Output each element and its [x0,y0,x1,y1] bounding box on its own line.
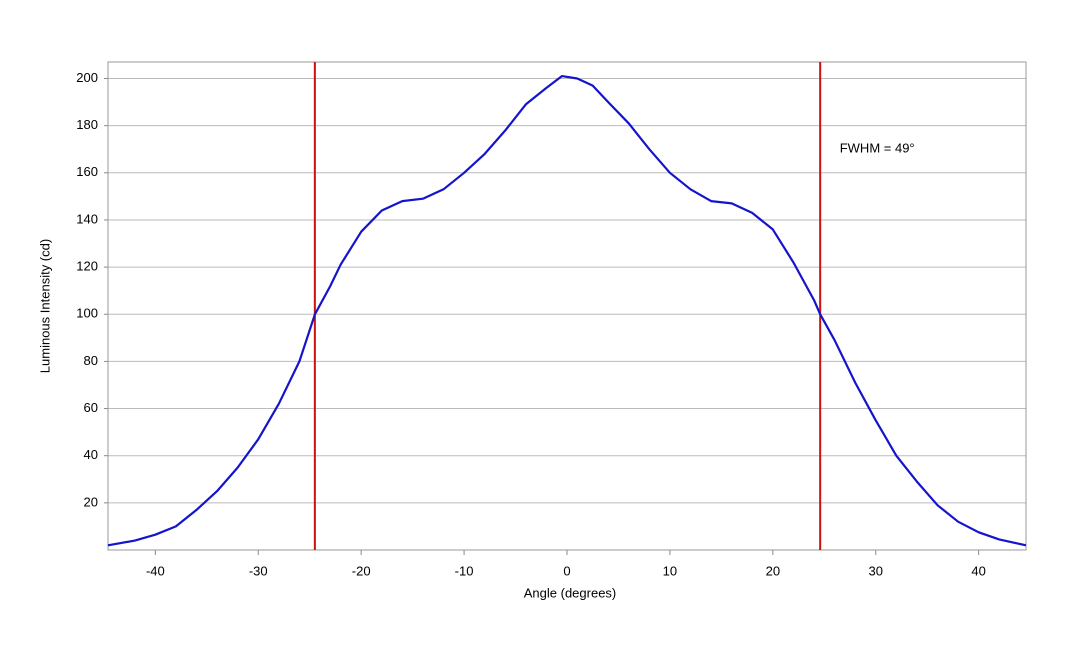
y-tick-label: 160 [76,164,98,179]
x-tick-label: 10 [663,563,677,578]
y-tick-label: 80 [84,353,98,368]
data-line [107,75,1027,547]
annotation: FWHM = 49° [840,141,915,156]
plot-frame [107,61,1027,551]
y-tick-label: 60 [84,400,98,415]
x-tick-label: 20 [766,563,780,578]
x-tick-label: -30 [249,563,268,578]
y-tick-label: 120 [76,259,98,274]
x-tick-label: -20 [352,563,371,578]
x-tick-label: 0 [563,563,570,578]
x-tick-label: 40 [971,563,985,578]
y-tick-label: 40 [84,447,98,462]
y-tick-label: 200 [76,70,98,85]
x-tick-label: -10 [455,563,474,578]
y-tick-label: 100 [76,306,98,321]
y-axis-label: Luminous Intensity (cd) [37,239,52,373]
y-tick-label: 20 [84,494,98,509]
x-tick-label: -40 [146,563,165,578]
y-tick-label: 180 [76,117,98,132]
y-tick-label: 140 [76,211,98,226]
x-axis-label: Angle (degrees) [524,585,617,600]
x-tick-label: 30 [869,563,883,578]
